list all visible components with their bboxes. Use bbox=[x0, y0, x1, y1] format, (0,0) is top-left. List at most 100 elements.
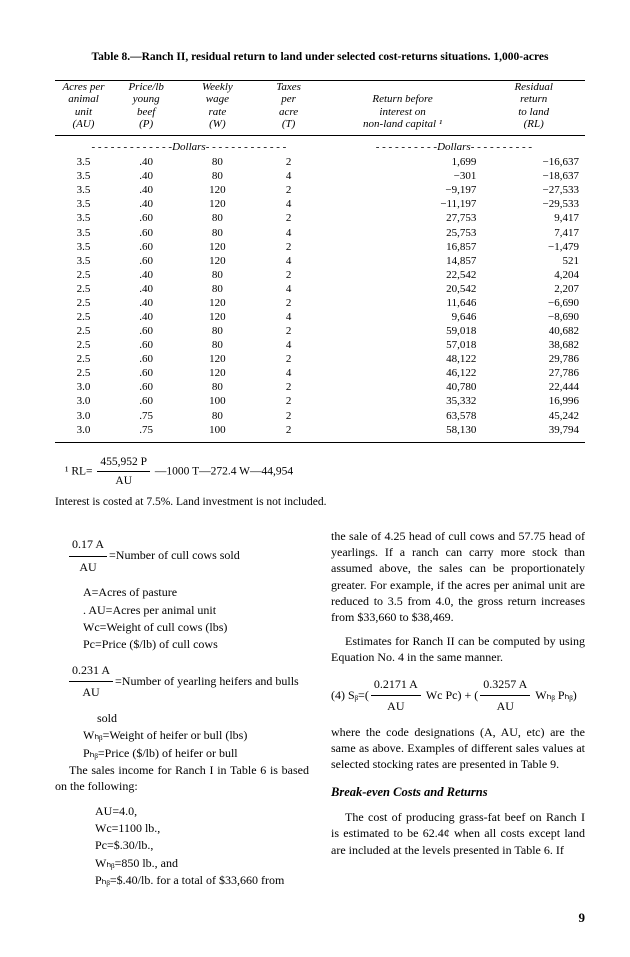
table-cell: 4 bbox=[254, 254, 322, 268]
table-cell: .40 bbox=[112, 183, 180, 197]
definition-line: Wₕᵦ=850 lb., and bbox=[95, 855, 309, 872]
table-cell: 2.5 bbox=[55, 268, 112, 282]
data-table: Acres peranimalunit(AU)Price/lbyoungbeef… bbox=[55, 80, 585, 443]
table-cell: 100 bbox=[180, 394, 254, 408]
right-column: the sale of 4.25 head of cull cows and 5… bbox=[331, 528, 585, 889]
dollars-label: - - - - - - - - - -Dollars- - - - - - - … bbox=[323, 136, 585, 156]
definition-line: . AU=Acres per animal unit bbox=[83, 602, 309, 619]
table-row: 2.5.60120248,12229,786 bbox=[55, 352, 585, 366]
definition-line: Wc=Weight of cull cows (lbs) bbox=[83, 619, 309, 636]
table-cell: 2.5 bbox=[55, 324, 112, 338]
table-cell: 2.5 bbox=[55, 310, 112, 324]
table-cell: 80 bbox=[180, 155, 254, 169]
table-row: 2.5.40120211,646−6,690 bbox=[55, 296, 585, 310]
table-cell: 2 bbox=[254, 211, 322, 225]
table-row: 2.5.4080420,5422,207 bbox=[55, 282, 585, 296]
table-cell: 40,682 bbox=[482, 324, 585, 338]
table-cell: 2 bbox=[254, 324, 322, 338]
table-cell: 20,542 bbox=[323, 282, 483, 296]
table-cell: .40 bbox=[112, 282, 180, 296]
table-cell: .75 bbox=[112, 423, 180, 443]
table-cell: 2 bbox=[254, 268, 322, 282]
table-cell: −9,197 bbox=[323, 183, 483, 197]
table-cell: 80 bbox=[180, 211, 254, 225]
column-header: Weeklywagerate(W) bbox=[180, 80, 254, 136]
table-row: 3.0.6080240,78022,444 bbox=[55, 380, 585, 394]
table-cell: 2 bbox=[254, 409, 322, 423]
table-cell: 2 bbox=[254, 380, 322, 394]
column-header: Price/lbyoungbeef(P) bbox=[112, 80, 180, 136]
definition-line: A=Acres of pasture bbox=[83, 584, 309, 601]
table-cell: 120 bbox=[180, 352, 254, 366]
table-cell: 7,417 bbox=[482, 226, 585, 240]
table-cell: 27,786 bbox=[482, 366, 585, 380]
table-cell: 4 bbox=[254, 197, 322, 211]
table-cell: .60 bbox=[112, 240, 180, 254]
table-cell: 63,578 bbox=[323, 409, 483, 423]
table-row: 3.5.40804−301−18,637 bbox=[55, 169, 585, 183]
table-cell: .40 bbox=[112, 310, 180, 324]
table-cell: .60 bbox=[112, 324, 180, 338]
sales-para: The sales income for Ranch I in Table 6 … bbox=[55, 762, 309, 794]
definition-line: Wc=1100 lb., bbox=[95, 820, 309, 837]
table-cell: 80 bbox=[180, 268, 254, 282]
table-cell: 3.0 bbox=[55, 409, 112, 423]
table-row: 3.0.7580263,57845,242 bbox=[55, 409, 585, 423]
table-cell: 80 bbox=[180, 169, 254, 183]
table-cell: −301 bbox=[323, 169, 483, 183]
table-row: 3.5.401204−11,197−29,533 bbox=[55, 197, 585, 211]
table-cell: 16,996 bbox=[482, 394, 585, 408]
table-cell: 4 bbox=[254, 366, 322, 380]
table-cell: 3.0 bbox=[55, 394, 112, 408]
table-cell: 35,332 bbox=[323, 394, 483, 408]
table-cell: .60 bbox=[112, 254, 180, 268]
definition-line: Pₕᵦ=Price ($/lb) of heifer or bull bbox=[83, 745, 309, 762]
table-cell: 3.5 bbox=[55, 254, 112, 268]
table-cell: −18,637 bbox=[482, 169, 585, 183]
dollars-label: - - - - - - - - - - - - -Dollars- - - - … bbox=[55, 136, 323, 156]
para-estimates: Estimates for Ranch II can be computed b… bbox=[331, 633, 585, 665]
definition-line: AU=4.0, bbox=[95, 803, 309, 820]
table-cell: 2 bbox=[254, 240, 322, 254]
left-column: 0.17 AAU=Number of cull cows sold A=Acre… bbox=[55, 528, 309, 889]
table-cell: 3.0 bbox=[55, 423, 112, 443]
table-cell: −1,479 bbox=[482, 240, 585, 254]
table-cell: 3.5 bbox=[55, 197, 112, 211]
definition-line: Pc=$.30/lb., bbox=[95, 837, 309, 854]
table-cell: .40 bbox=[112, 197, 180, 211]
table-cell: 120 bbox=[180, 197, 254, 211]
table-row: 2.5.6080259,01840,682 bbox=[55, 324, 585, 338]
equation-yearlings: 0.231 AAU=Number of yearling heifers and… bbox=[67, 660, 309, 704]
para-breakeven: The cost of producing grass-fat beef on … bbox=[331, 809, 585, 858]
table-footnote: ¹ RL= 455,952 PAU —1000 T—272.4 W—44,954 bbox=[65, 453, 585, 491]
table-cell: 2 bbox=[254, 183, 322, 197]
table-cell: .60 bbox=[112, 380, 180, 394]
sold-label: sold bbox=[97, 710, 309, 727]
table-caption: Table 8.—Ranch II, residual return to la… bbox=[55, 50, 585, 66]
table-row: 3.5.408021,699−16,637 bbox=[55, 155, 585, 169]
para-sale: the sale of 4.25 head of cull cows and 5… bbox=[331, 528, 585, 625]
table-cell: 16,857 bbox=[323, 240, 483, 254]
table-cell: 4 bbox=[254, 226, 322, 240]
table-cell: 2.5 bbox=[55, 352, 112, 366]
table-cell: 4 bbox=[254, 169, 322, 183]
table-cell: 39,794 bbox=[482, 423, 585, 443]
table-cell: −27,533 bbox=[482, 183, 585, 197]
table-cell: −11,197 bbox=[323, 197, 483, 211]
table-row: 3.5.60120414,857521 bbox=[55, 254, 585, 268]
table-cell: 4,204 bbox=[482, 268, 585, 282]
table-cell: 38,682 bbox=[482, 338, 585, 352]
table-cell: .60 bbox=[112, 352, 180, 366]
table-cell: 25,753 bbox=[323, 226, 483, 240]
table-cell: −8,690 bbox=[482, 310, 585, 324]
page-number: 9 bbox=[55, 909, 585, 927]
table-row: 3.0.60100235,33216,996 bbox=[55, 394, 585, 408]
table-cell: 120 bbox=[180, 310, 254, 324]
table-cell: 3.5 bbox=[55, 226, 112, 240]
table-cell: 120 bbox=[180, 240, 254, 254]
table-cell: 1,699 bbox=[323, 155, 483, 169]
table-cell: .60 bbox=[112, 338, 180, 352]
table-cell: −29,533 bbox=[482, 197, 585, 211]
table-cell: .40 bbox=[112, 268, 180, 282]
table-cell: 3.5 bbox=[55, 169, 112, 183]
